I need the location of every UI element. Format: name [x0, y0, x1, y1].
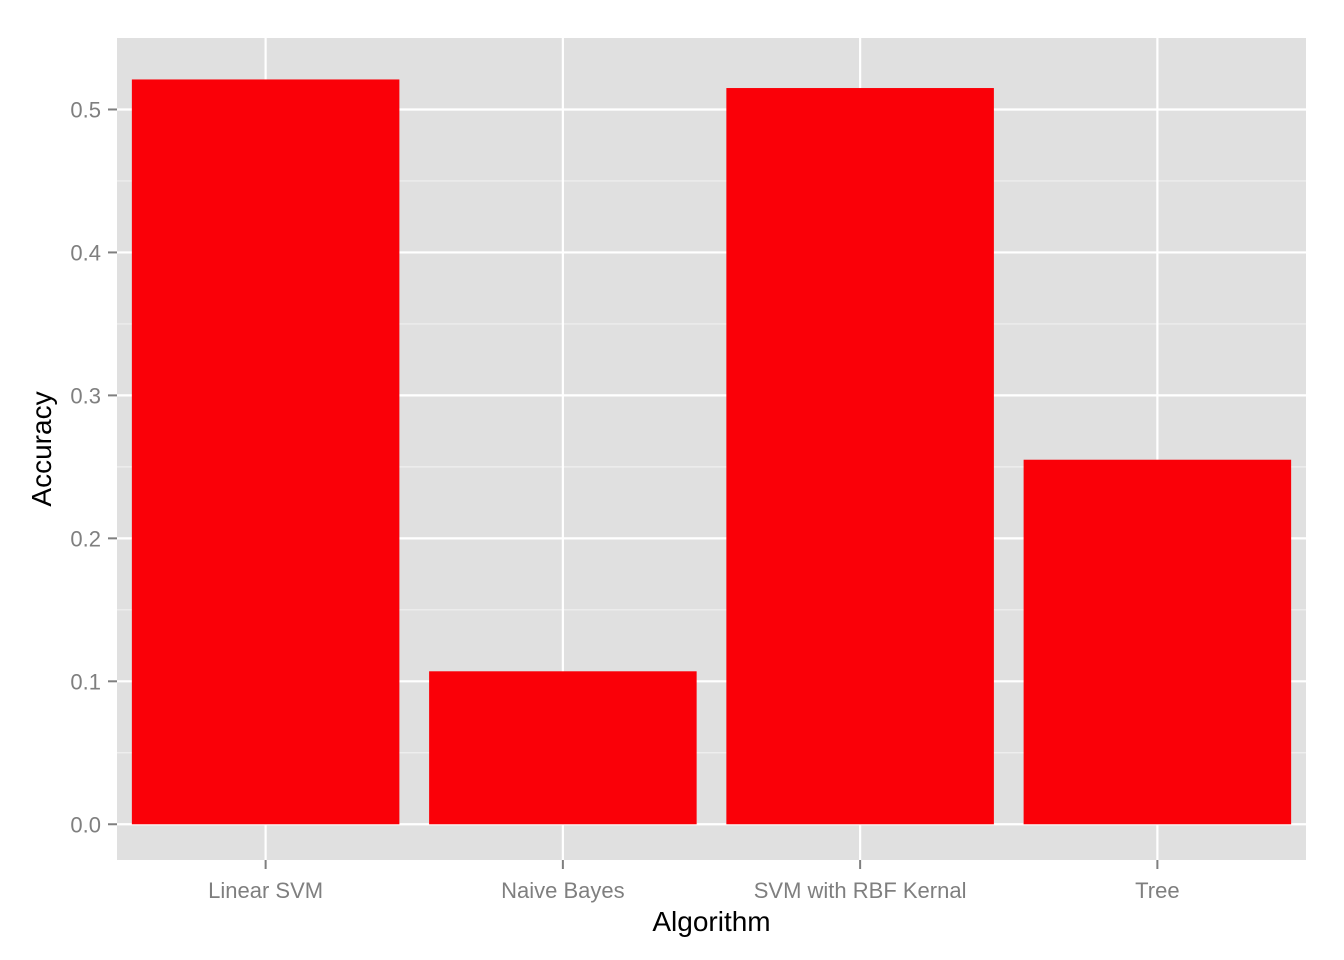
y-tick-label: 0.1 — [70, 669, 101, 694]
y-axis-ticks: 0.0 0.1 0.2 0.3 0.4 0.5 — [70, 97, 117, 837]
bar — [1023, 459, 1292, 825]
x-axis-ticks: Linear SVM Naive Bayes SVM with RBF Kernal… — [208, 860, 1180, 903]
y-tick-label: 0.3 — [70, 383, 101, 408]
x-tick-label: Tree — [1135, 878, 1179, 903]
y-tick-label: 0.5 — [70, 97, 101, 122]
bars-group — [131, 79, 1292, 825]
y-tick-label: 0.4 — [70, 240, 101, 265]
y-tick-label: 0.2 — [70, 526, 101, 551]
bar — [726, 88, 994, 825]
x-tick-label: Linear SVM — [208, 878, 323, 903]
bar — [131, 79, 400, 825]
x-axis-title: Algorithm — [652, 906, 770, 937]
y-axis-title: Accuracy — [26, 391, 57, 506]
x-tick-label: Naive Bayes — [501, 878, 625, 903]
y-tick-label: 0.0 — [70, 812, 101, 837]
bar — [429, 671, 697, 825]
x-tick-label: SVM with RBF Kernal — [754, 878, 967, 903]
